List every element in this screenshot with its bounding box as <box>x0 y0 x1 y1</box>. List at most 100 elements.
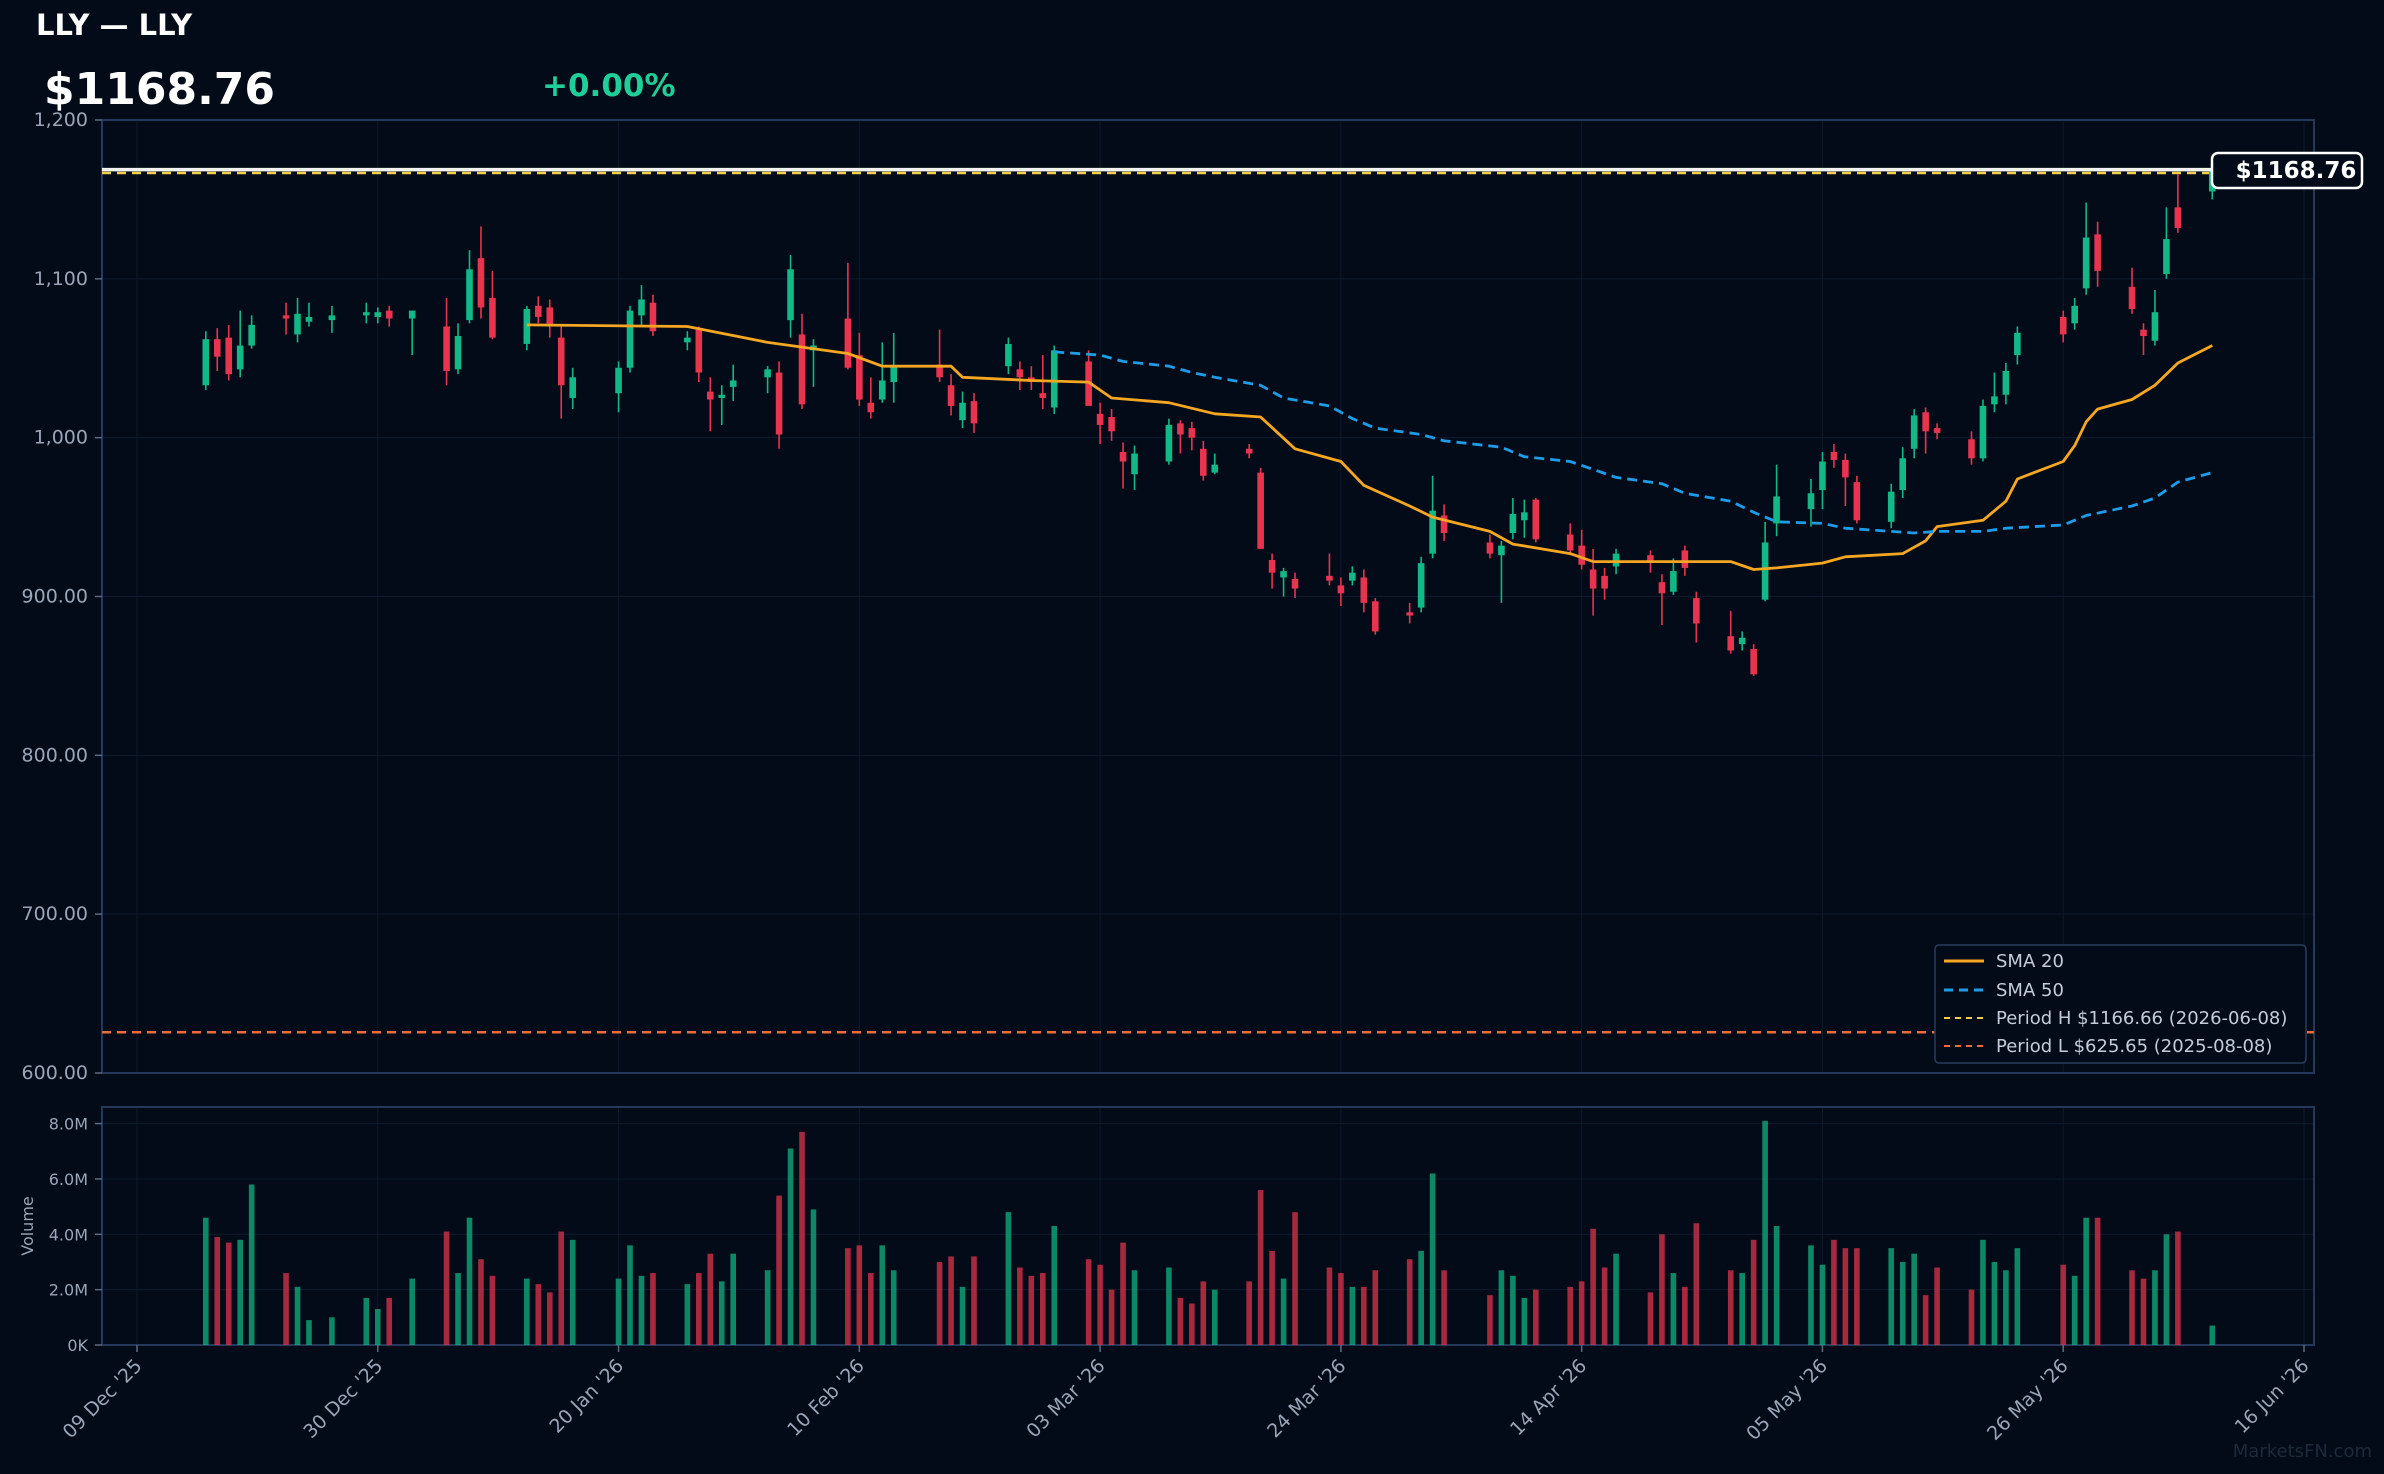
volume-bar <box>948 1256 954 1345</box>
candle-body <box>1589 569 1597 589</box>
volume-bar <box>1647 1292 1654 1345</box>
price-change: +0.00% <box>542 68 676 104</box>
volume-bar <box>1349 1286 1356 1345</box>
volume-bar <box>810 1209 817 1345</box>
volume-bar <box>2129 1270 2135 1345</box>
candle-body <box>1830 451 1838 460</box>
candle-body <box>1670 571 1677 592</box>
candle-body <box>408 310 416 319</box>
candle-body <box>1096 413 1104 425</box>
candle-body <box>2014 332 2021 356</box>
x-tick-label: 03 Mar '26 <box>1022 1355 1109 1442</box>
volume-bar <box>615 1278 622 1345</box>
candle-body <box>1498 545 1505 556</box>
volume-bar <box>455 1273 461 1345</box>
volume-bar <box>1166 1267 1172 1345</box>
candle-body <box>1050 350 1058 408</box>
volume-bar <box>374 1309 381 1345</box>
candle-body <box>890 366 898 383</box>
volume-bar <box>787 1148 794 1345</box>
volume-bar <box>1292 1212 1298 1345</box>
volume-bar <box>1533 1289 1539 1345</box>
candle-body <box>649 302 657 332</box>
volume-bar <box>1980 1239 1986 1345</box>
candle-body <box>1842 459 1849 478</box>
volume-bar <box>1498 1270 1505 1345</box>
candle-body <box>1933 428 1941 433</box>
candle-body <box>878 380 886 400</box>
candle-body <box>947 385 955 406</box>
candle-body <box>1647 555 1654 562</box>
candle-body <box>1991 396 1998 405</box>
volume-bar <box>1911 1253 1917 1345</box>
legend-period-low-label: Period L $625.65 (2025-08-08) <box>1996 1036 2272 1057</box>
volume-bar <box>1338 1273 1344 1345</box>
volume-bar <box>1854 1248 1860 1345</box>
volume-bar <box>627 1245 633 1345</box>
candle-body <box>1968 439 1975 459</box>
candle-body <box>1693 598 1700 624</box>
volume-bar <box>1682 1286 1688 1345</box>
volume-tick-label: 8.0M <box>49 1115 88 1134</box>
candle-body <box>1200 448 1207 476</box>
volume-bar <box>1246 1281 1252 1345</box>
x-tick-label: 20 Jan '26 <box>545 1355 628 1438</box>
x-tick-label: 24 Mar '26 <box>1263 1355 1350 1442</box>
x-tick-label: 05 May '26 <box>1742 1355 1832 1445</box>
volume-bar <box>1888 1248 1895 1345</box>
candle-body <box>1440 515 1448 533</box>
volume-bar <box>2083 1217 2089 1345</box>
volume-bar <box>1773 1226 1780 1345</box>
current-price: $1168.76 <box>44 64 276 115</box>
candle-body <box>695 329 703 373</box>
candle-body <box>1750 648 1757 675</box>
volume-bar <box>386 1297 393 1345</box>
candle-body <box>1819 461 1826 491</box>
x-tick-label: 10 Feb '26 <box>783 1355 869 1441</box>
volume-bar <box>684 1284 691 1345</box>
volume-bar <box>1613 1253 1619 1345</box>
candle-body <box>1326 575 1333 581</box>
volume-bar <box>1017 1267 1023 1345</box>
volume-bar <box>1487 1295 1493 1345</box>
candle-body <box>1119 451 1127 462</box>
x-tick-label: 16 Jun '26 <box>2231 1355 2314 1438</box>
volume-bar <box>879 1245 886 1345</box>
candle-body <box>1509 513 1517 533</box>
candle-body <box>2094 234 2101 271</box>
legend-sma50-label: SMA 50 <box>1996 980 2064 1001</box>
volume-bar <box>1727 1270 1734 1345</box>
volume-bar <box>2060 1264 2067 1345</box>
candle-body <box>2163 239 2170 275</box>
x-tick-label: 26 May '26 <box>1983 1355 2073 1445</box>
volume-bar <box>1097 1264 1103 1345</box>
candle-body <box>764 369 771 378</box>
volume-bar <box>638 1275 645 1345</box>
candle-body <box>213 339 221 357</box>
last-price-tag: $1168.76 <box>2210 151 2364 190</box>
volume-bar <box>1670 1273 1677 1345</box>
volume-bar <box>1693 1223 1700 1345</box>
candle-body <box>1486 542 1494 554</box>
volume-bar <box>2003 1270 2009 1345</box>
volume-bar <box>1269 1250 1275 1345</box>
last-price-tag-box <box>2210 151 2364 190</box>
volume-bar <box>1739 1273 1745 1345</box>
candle-body <box>798 334 806 405</box>
candle-body <box>1578 545 1585 565</box>
volume-bar <box>1051 1226 1058 1345</box>
legend-sma20-label: SMA 20 <box>1996 951 2064 972</box>
volume-bar <box>237 1239 243 1345</box>
volume-bar <box>936 1261 943 1345</box>
candle-body <box>385 310 393 319</box>
volume-bar <box>1819 1264 1826 1345</box>
volume-bar <box>546 1292 553 1345</box>
volume-axis-label: Volume <box>18 1196 37 1256</box>
candle-body <box>1108 417 1115 432</box>
volume-bar <box>294 1286 301 1345</box>
volume-bar <box>971 1256 977 1345</box>
candle-body <box>1291 579 1299 589</box>
candle-body <box>1016 369 1024 378</box>
candle-body <box>1005 343 1012 367</box>
volume-bar <box>2163 1234 2170 1345</box>
